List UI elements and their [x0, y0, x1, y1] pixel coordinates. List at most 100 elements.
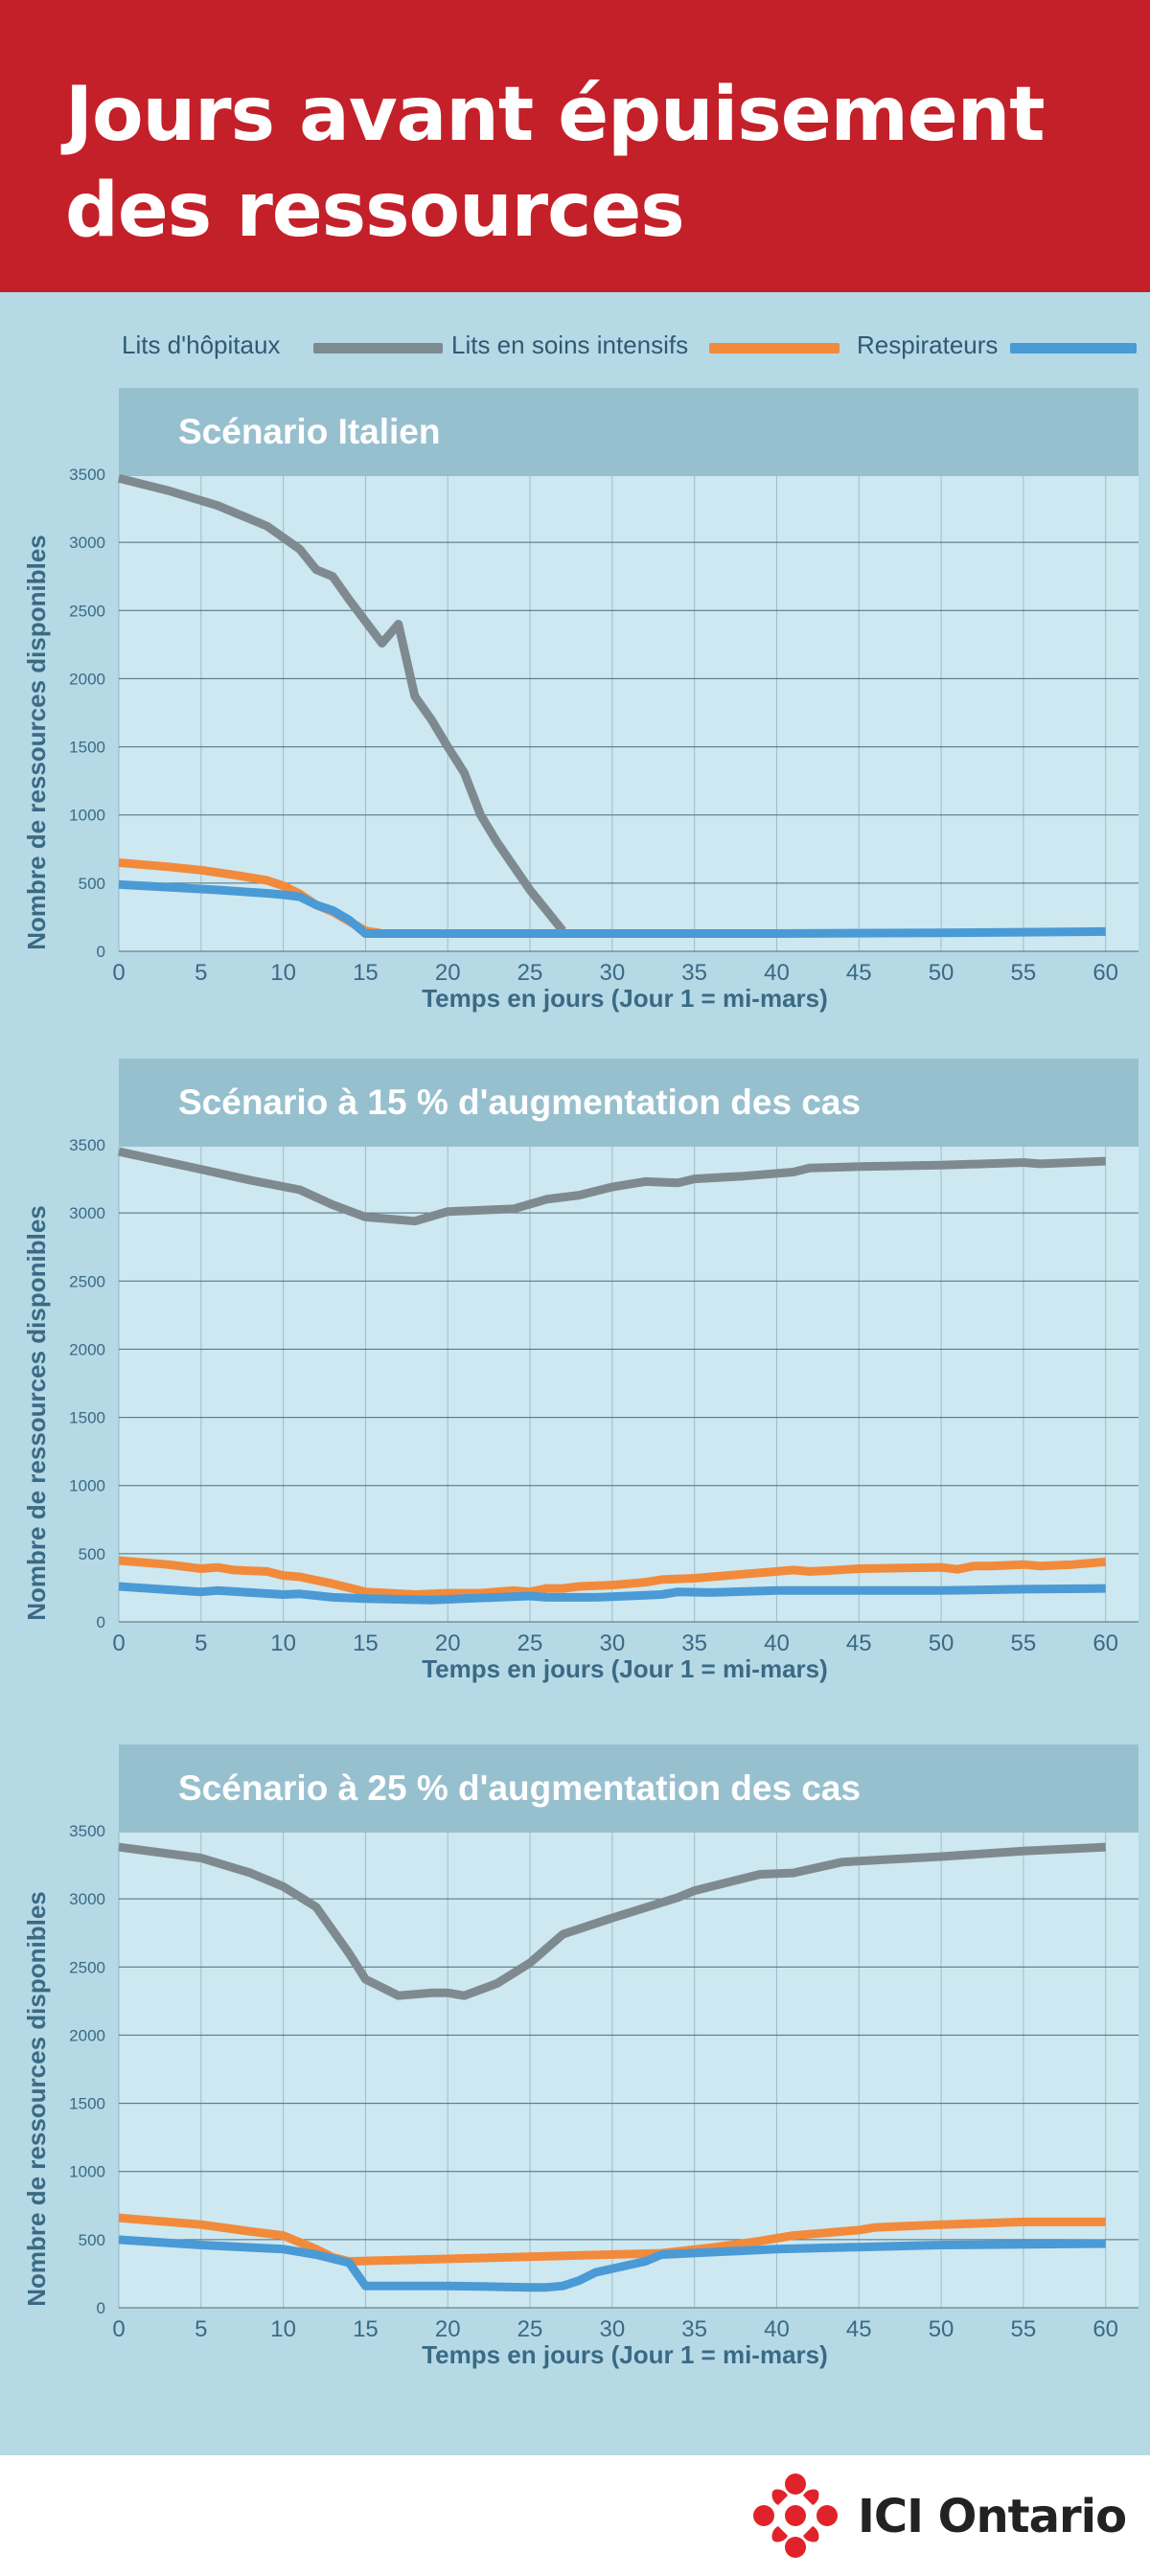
- chart-title-banner: [119, 388, 1138, 476]
- brand-name: ICI Ontario: [858, 2490, 1127, 2543]
- legend-label-respirators: Respirateurs: [857, 331, 999, 359]
- page-title: Jours avant épuisement des ressources: [65, 72, 1046, 254]
- x-tick-label: 25: [518, 960, 543, 986]
- x-tick-label: 50: [929, 1630, 954, 1656]
- chart-scenario-15-percent: Scénario à 15 % d'augmentation des cas 0 5…: [22, 1059, 1138, 1683]
- y-tick-label: 3000: [69, 534, 105, 552]
- y-tick-label: 1000: [69, 2163, 105, 2181]
- y-tick-label: 1500: [69, 1409, 105, 1427]
- chart-title: Scénario Italien: [178, 412, 441, 451]
- y-tick-label: 2500: [69, 602, 105, 620]
- footer: ICI Ontario: [0, 2455, 1150, 2576]
- series-line-icu-beds: [118, 1556, 1107, 1599]
- series-line-respirators: [118, 879, 1106, 938]
- x-tick-label: 55: [1011, 2316, 1037, 2342]
- x-tick-label: 30: [599, 1630, 625, 1656]
- x-axis-label: Temps en jours (Jour 1 = mi-mars): [422, 2340, 828, 2369]
- y-tick-label: 2500: [69, 1958, 105, 1976]
- x-tick-label: 30: [599, 960, 625, 986]
- series-line-respirators: [118, 1582, 1106, 1605]
- series-line-hospital-beds: [118, 1842, 1106, 2000]
- y-tick-label: 500: [79, 2231, 105, 2249]
- y-tick-label: 2000: [69, 670, 105, 688]
- plot-area: [119, 388, 1138, 951]
- x-tick-label: 25: [518, 1630, 543, 1656]
- y-tick-label: 2000: [69, 1340, 105, 1358]
- y-tick-label: 1000: [69, 1477, 105, 1495]
- x-tick-label: 50: [929, 960, 954, 986]
- series-line-hospital-beds: [118, 1147, 1106, 1226]
- x-tick-label: 45: [846, 1630, 872, 1656]
- x-tick-label: 45: [846, 960, 872, 986]
- x-axis-label: Temps en jours (Jour 1 = mi-mars): [422, 1654, 828, 1683]
- y-tick-label: 3000: [69, 1890, 105, 1908]
- y-tick-label: 500: [79, 875, 105, 893]
- legend-swatch-respirators: [1010, 343, 1137, 353]
- x-tick-label: 35: [681, 960, 707, 986]
- y-tick-label: 3500: [69, 1136, 105, 1154]
- y-tick-label: 3500: [69, 1822, 105, 1840]
- x-tick-label: 20: [435, 1630, 461, 1656]
- x-tick-label: 15: [353, 1630, 379, 1656]
- y-axis-label: Nombre de ressources disponibles: [22, 1205, 51, 1620]
- x-tick-label: 25: [518, 2316, 543, 2342]
- y-tick-label: 1000: [69, 807, 105, 825]
- legend-label-icu-beds: Lits en soins intensifs: [451, 331, 689, 359]
- y-tick-label: 2000: [69, 2026, 105, 2044]
- radio-canada-gem-icon: [753, 2473, 838, 2558]
- x-tick-label: 40: [764, 960, 790, 986]
- x-tick-label: 5: [195, 960, 207, 986]
- y-tick-label: 2500: [69, 1272, 105, 1290]
- x-tick-label: 5: [195, 2316, 207, 2342]
- x-tick-label: 35: [681, 1630, 707, 1656]
- x-tick-label: 20: [435, 2316, 461, 2342]
- legend: Lits d'hôpitaux Lits en soins intensifs …: [0, 311, 1150, 378]
- x-tick-label: 10: [270, 2316, 296, 2342]
- x-tick-label: 15: [353, 960, 379, 986]
- legend-swatch-hospital-beds: [313, 343, 443, 353]
- y-tick-label: 0: [97, 1613, 105, 1631]
- plot-area: [119, 1744, 1138, 2308]
- chart-scenario-25-percent: Scénario à 25 % d'augmentation des cas 0 5…: [22, 1744, 1138, 2369]
- y-tick-label: 1500: [69, 2095, 105, 2113]
- chart-title: Scénario à 25 % d'augmentation des cas: [178, 1768, 861, 1808]
- x-tick-label: 5: [195, 1630, 207, 1656]
- x-tick-label: 55: [1011, 1630, 1037, 1656]
- y-tick-label: 3500: [69, 466, 105, 484]
- chart-title: Scénario à 15 % d'augmentation des cas: [178, 1083, 861, 1122]
- y-tick-label: 500: [79, 1545, 105, 1563]
- x-tick-label: 35: [681, 2316, 707, 2342]
- x-tick-label: 60: [1092, 1630, 1118, 1656]
- x-tick-label: 20: [435, 960, 461, 986]
- y-tick-label: 0: [97, 2299, 105, 2317]
- x-tick-label: 10: [270, 960, 296, 986]
- x-tick-label: 45: [846, 2316, 872, 2342]
- plot-area: [119, 1059, 1138, 1622]
- x-axis-label: Temps en jours (Jour 1 = mi-mars): [422, 984, 828, 1013]
- legend-label-hospital-beds: Lits d'hôpitaux: [122, 331, 281, 359]
- y-tick-label: 0: [97, 943, 105, 961]
- x-tick-label: 10: [270, 1630, 296, 1656]
- y-axis-label: Nombre de ressources disponibles: [22, 535, 51, 949]
- chart-title-banner: [119, 1744, 1138, 1833]
- y-tick-label: 3000: [69, 1204, 105, 1222]
- y-axis-label: Nombre de ressources disponibles: [22, 1891, 51, 2306]
- series-line-respirators: [118, 2235, 1106, 2292]
- y-tick-label: 1500: [69, 739, 105, 757]
- x-tick-label: 0: [112, 1630, 125, 1656]
- x-tick-label: 60: [1092, 960, 1118, 986]
- x-tick-label: 15: [353, 2316, 379, 2342]
- x-tick-label: 60: [1092, 2316, 1118, 2342]
- x-tick-label: 0: [112, 960, 125, 986]
- chart-scenario-italien: Scénario Italien050010001500200025003000…: [22, 388, 1138, 1013]
- series-line-hospital-beds: [117, 473, 566, 934]
- x-tick-label: 40: [764, 1630, 790, 1656]
- legend-swatch-icu-beds: [709, 343, 840, 353]
- series-line-icu-beds: [118, 2213, 1106, 2267]
- header-banner: Jours avant épuisement des ressources: [0, 0, 1150, 292]
- x-tick-label: 40: [764, 2316, 790, 2342]
- x-tick-label: 55: [1011, 960, 1037, 986]
- chart-title-banner: [119, 1059, 1138, 1147]
- x-tick-label: 50: [929, 2316, 954, 2342]
- x-tick-label: 30: [599, 2316, 625, 2342]
